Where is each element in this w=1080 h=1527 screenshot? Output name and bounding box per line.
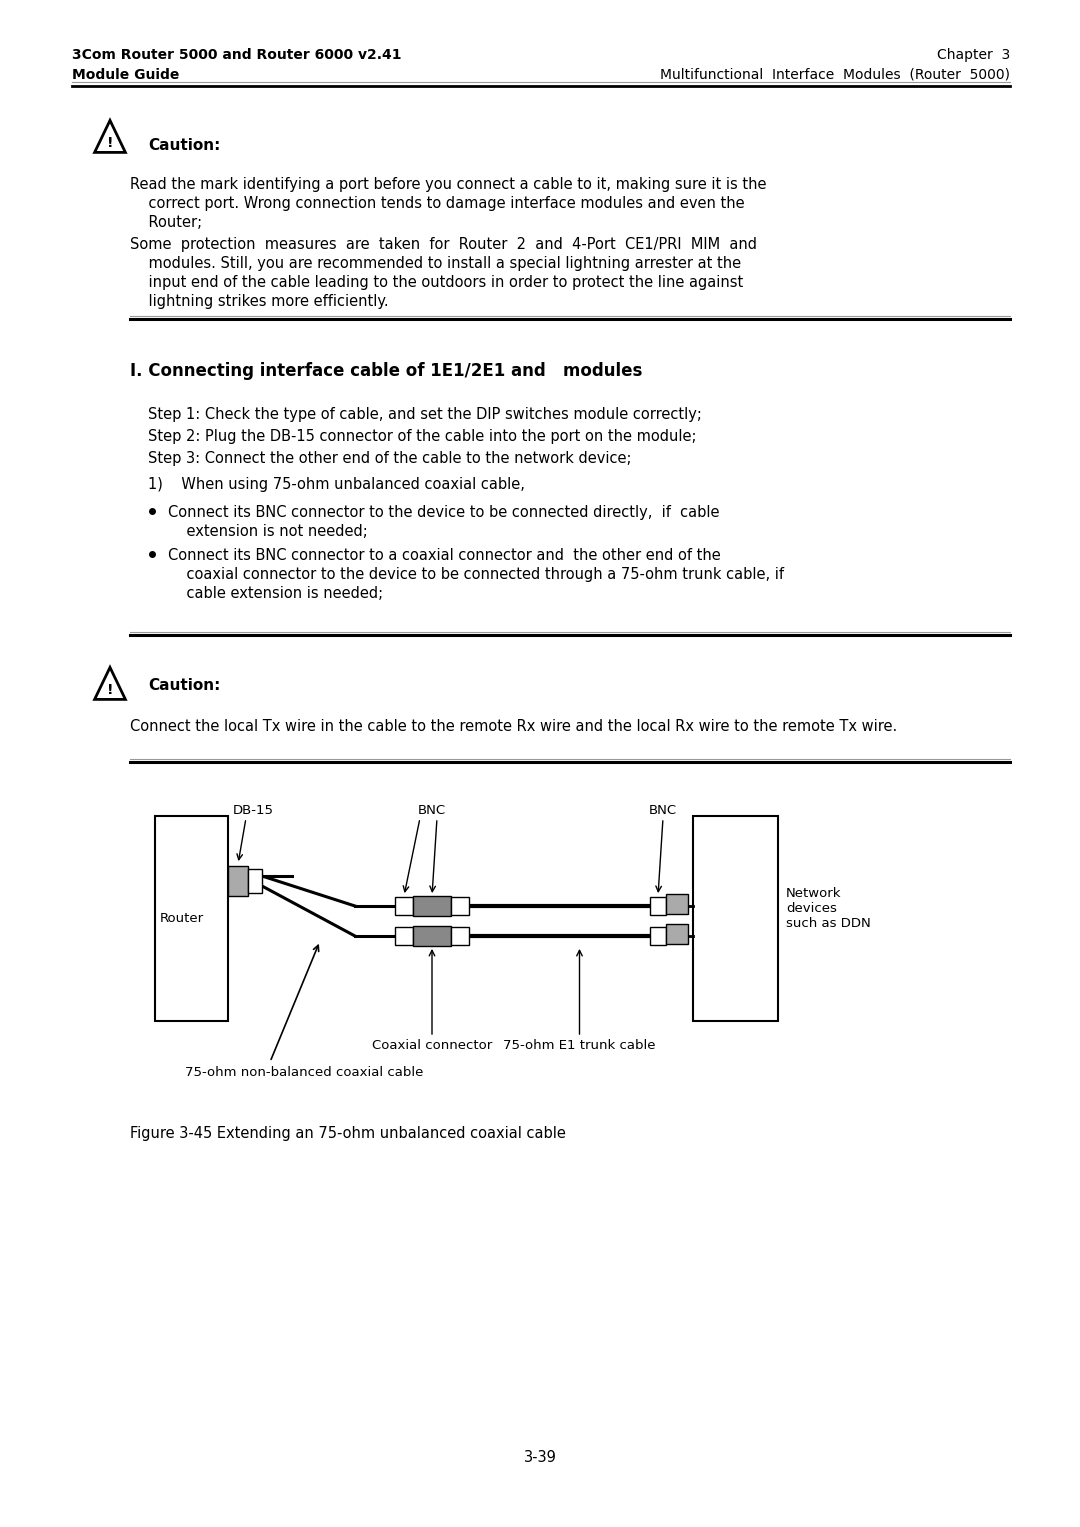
Bar bbox=[650, 896, 666, 915]
Bar bbox=[395, 927, 413, 945]
Text: Read the mark identifying a port before you connect a cable to it, making sure i: Read the mark identifying a port before … bbox=[130, 177, 767, 192]
Text: 75-ohm E1 trunk cable: 75-ohm E1 trunk cable bbox=[503, 1038, 656, 1052]
Text: BNC: BNC bbox=[649, 805, 677, 817]
Bar bbox=[248, 869, 262, 893]
Text: Step 1: Check the type of cable, and set the DIP switches module correctly;: Step 1: Check the type of cable, and set… bbox=[148, 408, 702, 421]
Text: !: ! bbox=[107, 683, 113, 696]
Text: coaxial connector to the device to be connected through a 75-ohm trunk cable, if: coaxial connector to the device to be co… bbox=[168, 567, 784, 582]
Bar bbox=[413, 925, 451, 947]
Text: Step 3: Connect the other end of the cable to the network device;: Step 3: Connect the other end of the cab… bbox=[148, 450, 632, 466]
Text: 75-ohm non-balanced coaxial cable: 75-ohm non-balanced coaxial cable bbox=[185, 1066, 423, 1080]
Bar bbox=[156, 815, 228, 1022]
Text: Network
devices
such as DDN: Network devices such as DDN bbox=[786, 887, 870, 930]
Text: lightning strikes more efficiently.: lightning strikes more efficiently. bbox=[130, 295, 389, 308]
Text: BNC: BNC bbox=[418, 805, 446, 817]
Text: 3Com Router 5000 and Router 6000 v2.41: 3Com Router 5000 and Router 6000 v2.41 bbox=[72, 47, 402, 63]
Text: Some  protection  measures  are  taken  for  Router  2  and  4-Port  CE1/PRI  MI: Some protection measures are taken for R… bbox=[130, 237, 757, 252]
Bar bbox=[666, 924, 688, 944]
Bar bbox=[451, 896, 469, 915]
Bar bbox=[650, 927, 666, 945]
Text: I. Connecting interface cable of 1E1/2E1 and   modules: I. Connecting interface cable of 1E1/2E1… bbox=[130, 362, 643, 380]
Text: Router: Router bbox=[160, 912, 204, 925]
Text: DB-15: DB-15 bbox=[233, 805, 274, 817]
Text: Router;: Router; bbox=[130, 215, 202, 231]
Text: Chapter  3: Chapter 3 bbox=[936, 47, 1010, 63]
Text: 3-39: 3-39 bbox=[524, 1451, 556, 1464]
Text: Module Guide: Module Guide bbox=[72, 69, 179, 82]
Bar bbox=[451, 927, 469, 945]
Text: extension is not needed;: extension is not needed; bbox=[168, 524, 368, 539]
Text: Caution:: Caution: bbox=[148, 678, 220, 693]
Text: Caution:: Caution: bbox=[148, 137, 220, 153]
Text: correct port. Wrong connection tends to damage interface modules and even the: correct port. Wrong connection tends to … bbox=[130, 195, 744, 211]
Text: Connect its BNC connector to a coaxial connector and  the other end of the: Connect its BNC connector to a coaxial c… bbox=[168, 548, 720, 563]
Text: Connect its BNC connector to the device to be connected directly,  if  cable: Connect its BNC connector to the device … bbox=[168, 505, 719, 521]
Text: !: ! bbox=[107, 136, 113, 150]
Text: 1)    When using 75-ohm unbalanced coaxial cable,: 1) When using 75-ohm unbalanced coaxial … bbox=[148, 476, 525, 492]
Text: modules. Still, you are recommended to install a special lightning arrester at t: modules. Still, you are recommended to i… bbox=[130, 257, 741, 270]
Text: Coaxial connector: Coaxial connector bbox=[372, 1038, 492, 1052]
Bar bbox=[693, 815, 778, 1022]
Text: Step 2: Plug the DB-15 connector of the cable into the port on the module;: Step 2: Plug the DB-15 connector of the … bbox=[148, 429, 697, 444]
Bar bbox=[395, 896, 413, 915]
Bar bbox=[413, 896, 451, 916]
Text: cable extension is needed;: cable extension is needed; bbox=[168, 586, 383, 602]
Text: Multifunctional  Interface  Modules  (Router  5000): Multifunctional Interface Modules (Route… bbox=[660, 69, 1010, 82]
Bar bbox=[666, 893, 688, 915]
Text: Figure 3-45 Extending an 75-ohm unbalanced coaxial cable: Figure 3-45 Extending an 75-ohm unbalanc… bbox=[130, 1125, 566, 1141]
Text: Connect the local Tx wire in the cable to the remote Rx wire and the local Rx wi: Connect the local Tx wire in the cable t… bbox=[130, 719, 897, 734]
Bar bbox=[228, 866, 248, 896]
Text: input end of the cable leading to the outdoors in order to protect the line agai: input end of the cable leading to the ou… bbox=[130, 275, 743, 290]
